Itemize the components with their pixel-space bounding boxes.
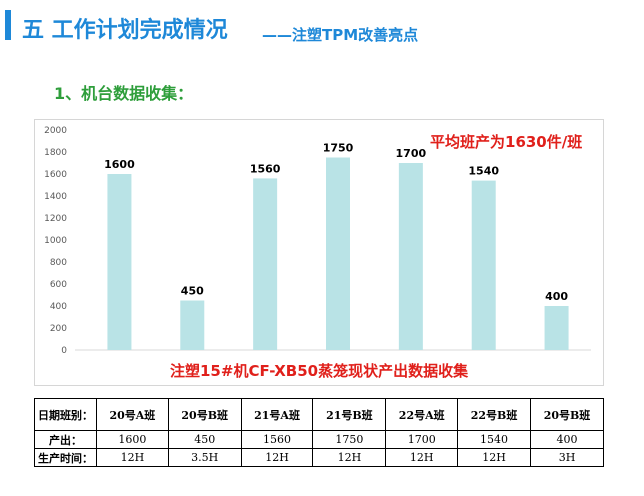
bar [253,178,278,350]
table-cell: 20号B班 [167,398,242,431]
bar-chart: 0 200 400 600 800 1000 1200 1400 1600 1800 2000 160… [44,126,591,356]
row-label: 产出： [34,430,97,449]
bar [326,157,350,350]
y-tick-label: 2000 [44,126,67,136]
table-cell: 1540 [457,430,532,449]
section-title: 五 工作计划完成情况 [22,18,228,43]
table-cell: 3H [530,448,604,467]
y-tick-label: 1400 [44,192,67,202]
y-tick-label: 1800 [44,148,67,158]
table-row: 日期班别： 20号A班 20号B班 21号A班 21号B班 22号A班 22号B班 20号B班 [34,398,604,431]
y-tick-label: 1000 [44,236,67,246]
table-cell: 12H [457,448,532,467]
table-cell: 21号A班 [240,398,314,431]
y-tick-label: 400 [50,302,67,312]
data-label: 1600 [104,158,135,171]
y-tick-label: 800 [50,258,67,268]
y-tick-label: 600 [50,280,67,290]
title-accent-bar [5,10,11,40]
sub-title-text: ——注塑TPM改善亮点 [262,26,419,44]
table-row: 生产时间： 12H 3.5H 12H 12H 12H 12H 3H [34,448,604,467]
y-tick-label: 200 [50,324,67,334]
table-cell: 12H [96,448,169,467]
chart-heading: 1、机台数据收集： [54,84,194,103]
chart-caption: 注塑15#机CF-XB50蒸笼现状产出数据收集 [170,362,469,380]
bar [471,180,496,350]
table-cell: 21号B班 [312,398,387,431]
data-label: 1700 [396,147,427,160]
bar [544,306,569,350]
table-cell: 20号B班 [530,398,604,431]
data-label: 1560 [250,162,281,175]
table-cell: 12H [312,448,387,467]
data-table: 日期班别： 20号A班 20号B班 21号A班 21号B班 22号A班 22号B班 20号B班… [34,398,604,467]
table-cell: 3.5H [167,448,242,467]
data-label: 400 [545,290,568,303]
y-tick-label: 0 [61,346,67,356]
row-label: 生产时间： [34,448,97,467]
table-cell: 20号A班 [96,398,169,431]
table-cell: 1700 [385,430,459,449]
chart-frame: 0 200 400 600 800 1000 1200 1400 1600 1800 2000 160… [34,119,604,386]
table-row: 产出： 1600 450 1560 1750 1700 1540 400 [34,430,604,449]
table-cell: 12H [240,448,314,467]
bar [398,163,423,350]
data-label: 1750 [323,142,354,155]
table-cell: 400 [530,430,604,449]
table-cell: 1750 [312,430,387,449]
bar [107,174,132,350]
data-label: 450 [181,285,204,298]
bar [180,300,205,350]
table-cell: 22号B班 [457,398,532,431]
y-tick-label: 1600 [44,170,67,180]
average-annotation: 平均班产为1630件/班 [430,133,583,151]
y-tick-label: 1200 [44,214,67,224]
table-cell: 1600 [96,430,169,449]
table-cell: 450 [167,430,242,449]
data-label: 1540 [468,165,499,178]
row-label: 日期班别： [34,398,97,431]
table-cell: 12H [385,448,459,467]
table-cell: 1560 [240,430,314,449]
table-cell: 22号A班 [385,398,459,431]
sub-title: ——注塑TPM改善亮点 [262,24,418,45]
